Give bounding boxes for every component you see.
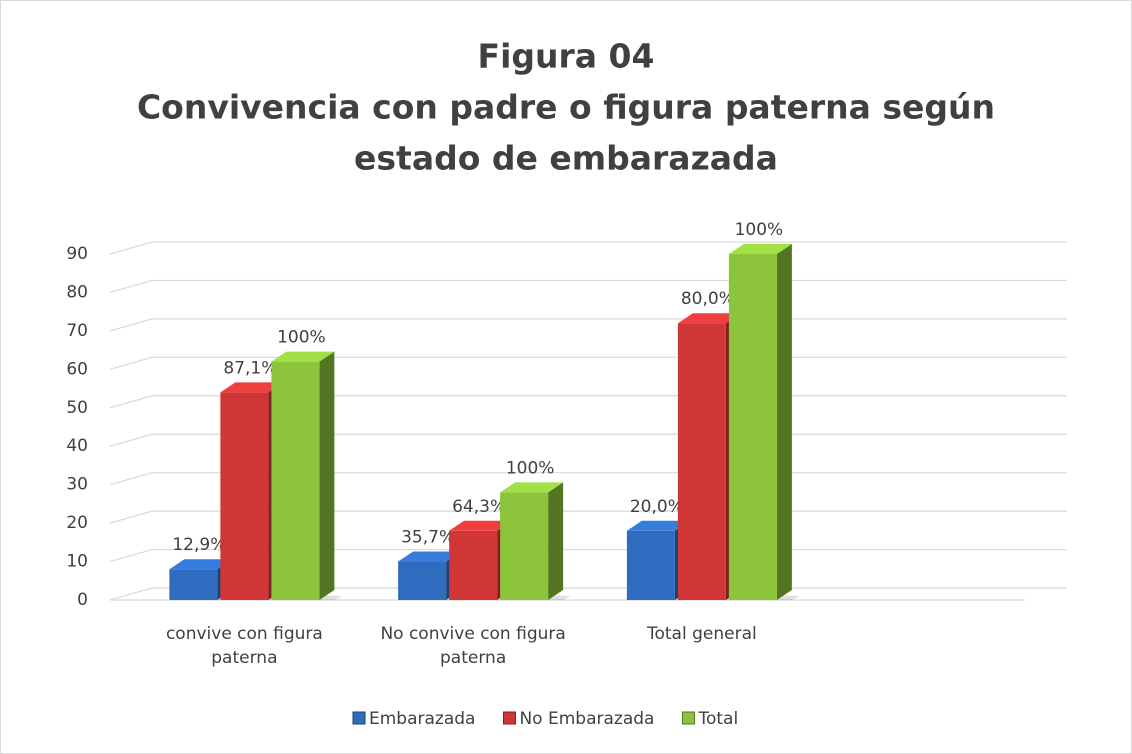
data-label: 20,0%	[630, 497, 684, 517]
y-tick-label: 20	[66, 513, 88, 533]
data-label: 12,9%	[172, 535, 226, 555]
y-tick-label: 80	[66, 282, 88, 302]
bar	[728, 254, 777, 600]
data-label: 35,7%	[401, 528, 455, 548]
bar-side	[319, 351, 335, 600]
bar	[398, 561, 447, 600]
bar-group	[271, 351, 343, 600]
bar	[271, 361, 320, 600]
grid-line	[109, 241, 1067, 255]
bar	[449, 530, 498, 600]
bar-top	[220, 382, 284, 393]
data-label: 87,1%	[223, 358, 277, 378]
y-tick-label: 10	[66, 552, 88, 572]
legend-marker	[681, 711, 695, 725]
y-tick-label: 50	[66, 398, 88, 418]
bar-top	[677, 313, 741, 324]
y-tick-label: 0	[77, 590, 88, 610]
bar	[500, 492, 549, 600]
chart-title: Figura 04	[478, 37, 655, 76]
bar	[220, 392, 269, 600]
x-tick-label: No convive con figura paterna	[380, 624, 566, 668]
bar-top	[449, 520, 513, 531]
data-label: 100%	[277, 328, 326, 348]
bar-group	[500, 482, 572, 600]
y-tick-label: 40	[66, 436, 88, 456]
y-tick-label: 90	[66, 244, 88, 264]
chart-title: Convivencia con padre o figura paterna s…	[137, 88, 995, 127]
bar-side	[776, 244, 792, 600]
bar-side	[548, 482, 564, 600]
bar-top	[271, 351, 335, 362]
data-label: 64,3%	[452, 497, 506, 517]
legend-label: No Embarazada	[519, 709, 654, 729]
legend-marker	[352, 711, 366, 725]
bar-top	[169, 559, 233, 570]
bar	[169, 569, 218, 600]
data-label: 80,0%	[681, 289, 735, 309]
bar-top	[398, 551, 462, 562]
legend-label: Embarazada	[369, 709, 475, 729]
bar	[626, 530, 675, 600]
y-tick-label: 60	[66, 359, 88, 379]
bar-top	[728, 244, 792, 254]
legend-label: Total	[697, 709, 738, 729]
bar-group	[728, 244, 800, 600]
bar-top	[500, 482, 564, 493]
data-label: 100%	[735, 220, 784, 240]
y-tick-label: 30	[66, 475, 88, 495]
x-tick-label: convive con figura paterna	[165, 624, 323, 668]
bar-top	[626, 520, 690, 531]
data-label: 100%	[506, 458, 555, 478]
chart-title: estado de embarazada	[354, 139, 778, 178]
y-tick-label: 70	[66, 321, 88, 341]
x-tick-label: Total general	[647, 624, 757, 644]
legend-marker	[502, 711, 516, 725]
bar	[677, 323, 726, 600]
